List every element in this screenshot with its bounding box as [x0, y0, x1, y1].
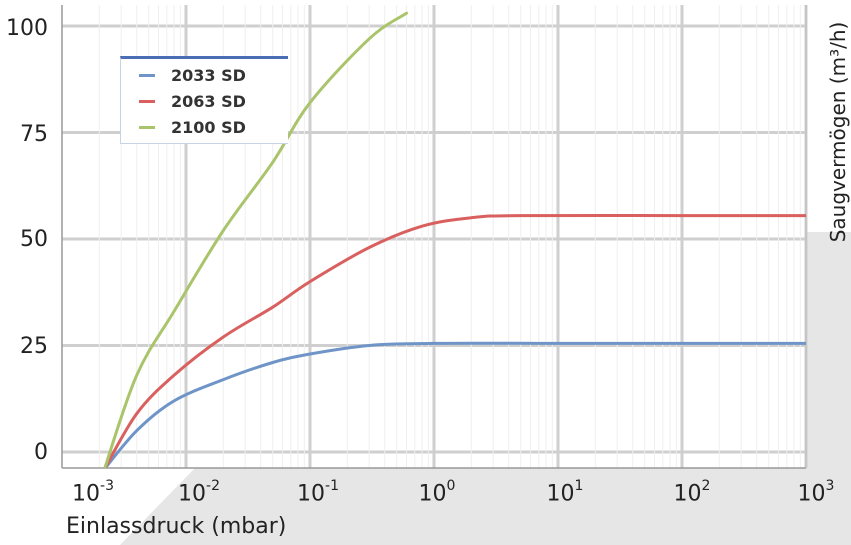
legend-item: 2063 SD	[139, 92, 246, 111]
x-tick-label: 10-1	[297, 478, 339, 507]
legend-swatch	[139, 100, 155, 103]
legend: 2033 SD 2063 SD 2100 SD	[120, 56, 288, 144]
y-tick-label: 25	[20, 334, 48, 359]
x-tick-label: 101	[546, 478, 584, 507]
series-line-2033-sd	[103, 341, 806, 468]
legend-label: 2033 SD	[171, 66, 246, 85]
x-tick-label: 103	[797, 478, 835, 507]
y-tick-label: 0	[34, 440, 48, 465]
legend-swatch	[139, 74, 155, 77]
series-line-2100-sd	[103, 11, 408, 468]
y-tick-label: 100	[6, 16, 48, 41]
series-group	[103, 11, 806, 468]
legend-item: 2100 SD	[139, 118, 246, 137]
legend-item: 2033 SD	[139, 66, 246, 85]
x-tick-label: 10-3	[72, 478, 114, 507]
legend-swatch	[139, 126, 155, 129]
x-tick-label: 102	[673, 478, 711, 507]
series-line-2063-sd	[103, 213, 806, 468]
x-axis-label: Einlassdruck (mbar)	[66, 514, 287, 539]
background-shape	[120, 232, 851, 545]
y-tick-label: 50	[20, 227, 48, 252]
y-axis-label: Saugvermögen (m³/h)	[826, 21, 850, 243]
legend-label: 2100 SD	[171, 118, 246, 137]
x-tick-label: 100	[418, 478, 456, 507]
x-tick-label: 10-2	[178, 478, 220, 507]
legend-label: 2063 SD	[171, 92, 246, 111]
y-tick-label: 75	[20, 122, 48, 147]
